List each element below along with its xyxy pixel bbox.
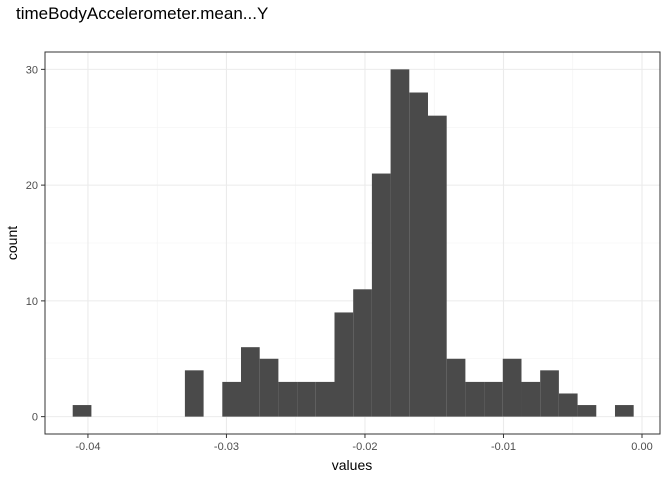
histogram-bar [353,289,372,417]
y-tick-label: 20 [26,180,38,192]
histogram-bar [465,381,485,417]
histogram-bar [409,92,428,417]
histogram-bar [502,358,522,417]
x-axis-title: values [332,457,372,473]
y-tick-label: 0 [32,412,38,424]
histogram-bar [577,405,597,417]
y-axis-title: count [4,226,20,260]
plot-panel-border [44,51,661,435]
histogram-bar [297,381,316,417]
histogram-bar [72,405,92,417]
x-axis: -0.04 -0.03 -0.02 -0.01 0.00 [75,434,653,453]
histogram-bar [334,312,354,417]
x-tick-label: -0.02 [352,441,377,453]
x-tick-label: -0.04 [75,441,100,453]
histogram-bar [540,370,559,417]
histogram-bar [315,381,335,417]
bars [72,69,634,417]
histogram-bar [278,381,298,417]
histogram-bar [184,370,204,417]
y-tick-label: 10 [26,296,38,308]
y-axis: 0 10 20 30 [26,64,45,424]
x-tick-label: -0.03 [214,441,239,453]
histogram-bar [259,358,279,417]
histogram-bar [558,393,578,417]
x-tick-label: -0.01 [491,441,516,453]
histogram-bar [371,173,391,417]
histogram-bar [484,381,503,417]
histogram-bar [446,358,466,417]
histogram-bar [240,347,260,417]
histogram-bar [390,69,410,417]
grid-minor [45,52,660,434]
histogram-bar [614,405,634,417]
y-tick-label: 30 [26,64,38,76]
chart-title: timeBodyAccelerometer.mean...Y [16,4,269,23]
histogram-bar [427,115,447,417]
histogram-bar [521,381,541,417]
x-tick-label: 0.00 [631,441,652,453]
histogram-bar [222,381,241,417]
